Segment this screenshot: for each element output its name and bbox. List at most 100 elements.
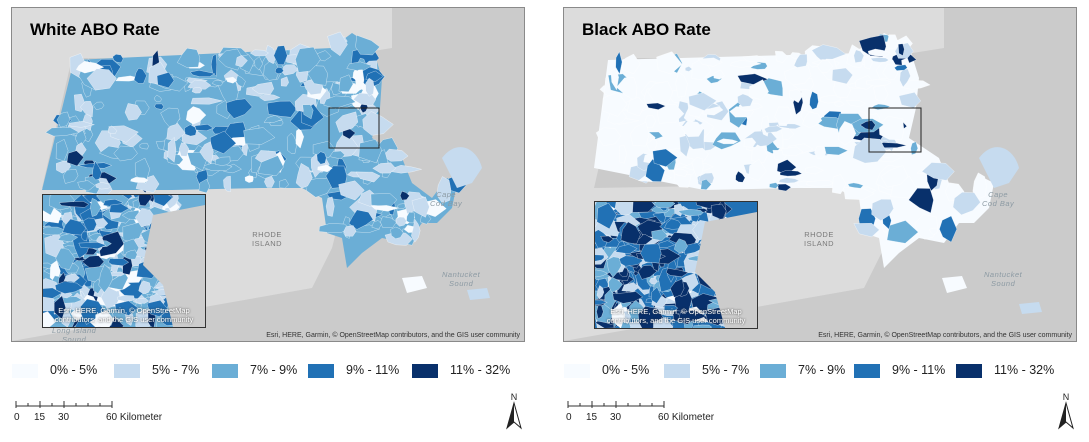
region-polygon bbox=[275, 67, 284, 74]
region-polygon bbox=[898, 92, 921, 109]
region-polygon bbox=[653, 317, 674, 328]
region-polygon bbox=[372, 162, 397, 174]
boston-inset[interactable]: Esri, HERE, Garmin, © OpenStreetMap cont… bbox=[594, 201, 758, 329]
region-polygon bbox=[130, 177, 149, 183]
region-polygon bbox=[716, 138, 739, 145]
map-attribution: Esri, HERE, Garmin, © OpenStreetMap cont… bbox=[266, 332, 520, 339]
region-polygon bbox=[651, 286, 662, 304]
region-polygon bbox=[632, 202, 656, 213]
region-polygon bbox=[854, 75, 876, 90]
region-polygon bbox=[615, 51, 623, 75]
region-polygon bbox=[921, 162, 955, 181]
label-rhode-island: RHODE ISLAND bbox=[804, 230, 835, 248]
region-polygon bbox=[775, 50, 789, 63]
white-abo-panel: White ABO Rate RHODE ISLAND Cape Cod Bay N… bbox=[0, 0, 534, 442]
legend-label: 5% - 7% bbox=[702, 363, 750, 377]
region-polygon bbox=[108, 125, 118, 134]
region-polygon bbox=[316, 151, 327, 165]
region-polygon bbox=[287, 132, 298, 154]
legend-swatch bbox=[956, 364, 982, 378]
region-polygon bbox=[764, 125, 783, 133]
region-polygon bbox=[673, 168, 688, 177]
region-polygon bbox=[778, 177, 800, 184]
region-polygon bbox=[834, 101, 845, 107]
region-polygon bbox=[886, 220, 919, 244]
region-polygon bbox=[82, 217, 97, 232]
inset-canvas bbox=[595, 202, 757, 328]
cape-cod-tip bbox=[442, 147, 482, 188]
region-polygon bbox=[93, 101, 105, 110]
region-polygon bbox=[63, 273, 80, 282]
scale-tick: 30 bbox=[610, 412, 622, 423]
region-polygon bbox=[774, 106, 792, 125]
region-polygon bbox=[887, 34, 899, 50]
region-polygon bbox=[370, 193, 398, 208]
region-polygon bbox=[318, 223, 351, 233]
region-polygon bbox=[852, 137, 887, 164]
region-polygon bbox=[307, 65, 328, 86]
legend-label: 7% - 9% bbox=[798, 363, 846, 377]
region-polygon bbox=[223, 175, 231, 192]
region-polygon bbox=[894, 64, 908, 71]
region-polygon bbox=[864, 54, 873, 70]
region-polygon bbox=[831, 67, 853, 85]
region-polygon bbox=[781, 146, 804, 157]
region-polygon bbox=[184, 124, 197, 137]
region-polygon bbox=[784, 65, 812, 86]
region-polygon bbox=[845, 100, 866, 107]
legend-label: 7% - 9% bbox=[250, 363, 298, 377]
region-polygon bbox=[153, 195, 173, 207]
region-polygon bbox=[354, 69, 365, 91]
region-polygon bbox=[679, 135, 691, 157]
region-polygon bbox=[411, 196, 430, 218]
region-polygon bbox=[62, 218, 87, 236]
region-polygon bbox=[748, 159, 767, 181]
legend-swatch bbox=[412, 364, 438, 378]
region-polygon bbox=[338, 180, 365, 201]
region-polygon bbox=[843, 187, 875, 200]
white-abo-map[interactable]: White ABO Rate RHODE ISLAND Cape Cod Bay N… bbox=[11, 7, 525, 342]
legend-label: 5% - 7% bbox=[152, 363, 200, 377]
region-polygon bbox=[644, 114, 656, 128]
label-long-island-sound: Long Island Sound bbox=[52, 326, 97, 342]
region-polygon bbox=[279, 179, 289, 189]
map-attribution: Esri, HERE, Garmin, © OpenStreetMap cont… bbox=[818, 332, 1072, 339]
region-polygon bbox=[211, 53, 217, 77]
region-polygon bbox=[55, 139, 69, 162]
region-polygon bbox=[674, 238, 688, 254]
region-polygon bbox=[263, 61, 280, 81]
region-polygon bbox=[880, 165, 909, 188]
region-polygon bbox=[651, 229, 668, 241]
region-polygon bbox=[380, 216, 397, 228]
region-polygon bbox=[235, 55, 248, 67]
legend-swatch bbox=[212, 364, 238, 378]
region-polygon bbox=[138, 280, 151, 295]
region-polygon bbox=[972, 172, 987, 200]
region-polygon bbox=[678, 310, 707, 322]
region-polygon bbox=[346, 61, 373, 72]
region-polygon bbox=[870, 57, 889, 63]
region-polygon bbox=[621, 282, 639, 292]
region-polygon bbox=[177, 48, 201, 68]
boston-inset[interactable]: Esri, HERE, Garmin, © OpenStreetMap cont… bbox=[42, 194, 206, 328]
region-polygon bbox=[675, 71, 688, 98]
region-polygon bbox=[86, 68, 117, 91]
region-polygon bbox=[117, 295, 135, 302]
region-polygon bbox=[254, 56, 263, 71]
region-polygon bbox=[243, 127, 276, 145]
region-polygon bbox=[805, 166, 824, 175]
region-polygon bbox=[611, 302, 626, 328]
region-polygon bbox=[805, 180, 834, 187]
region-polygon bbox=[295, 163, 313, 189]
region-polygon bbox=[606, 256, 622, 278]
inset-attribution: Esri, HERE, Garmin, © OpenStreetMap cont… bbox=[54, 306, 194, 324]
region-polygon bbox=[45, 127, 80, 137]
region-polygon bbox=[43, 226, 68, 235]
region-polygon bbox=[80, 298, 105, 325]
region-polygon bbox=[54, 281, 84, 294]
region-polygon bbox=[124, 103, 142, 121]
region-polygon bbox=[809, 91, 819, 110]
legend-label: 11% - 32% bbox=[994, 363, 1055, 377]
scale-tick: 30 bbox=[58, 412, 70, 423]
black-abo-map[interactable]: Black ABO Rate RHODE ISLAND Cape Cod Bay N… bbox=[563, 7, 1077, 342]
